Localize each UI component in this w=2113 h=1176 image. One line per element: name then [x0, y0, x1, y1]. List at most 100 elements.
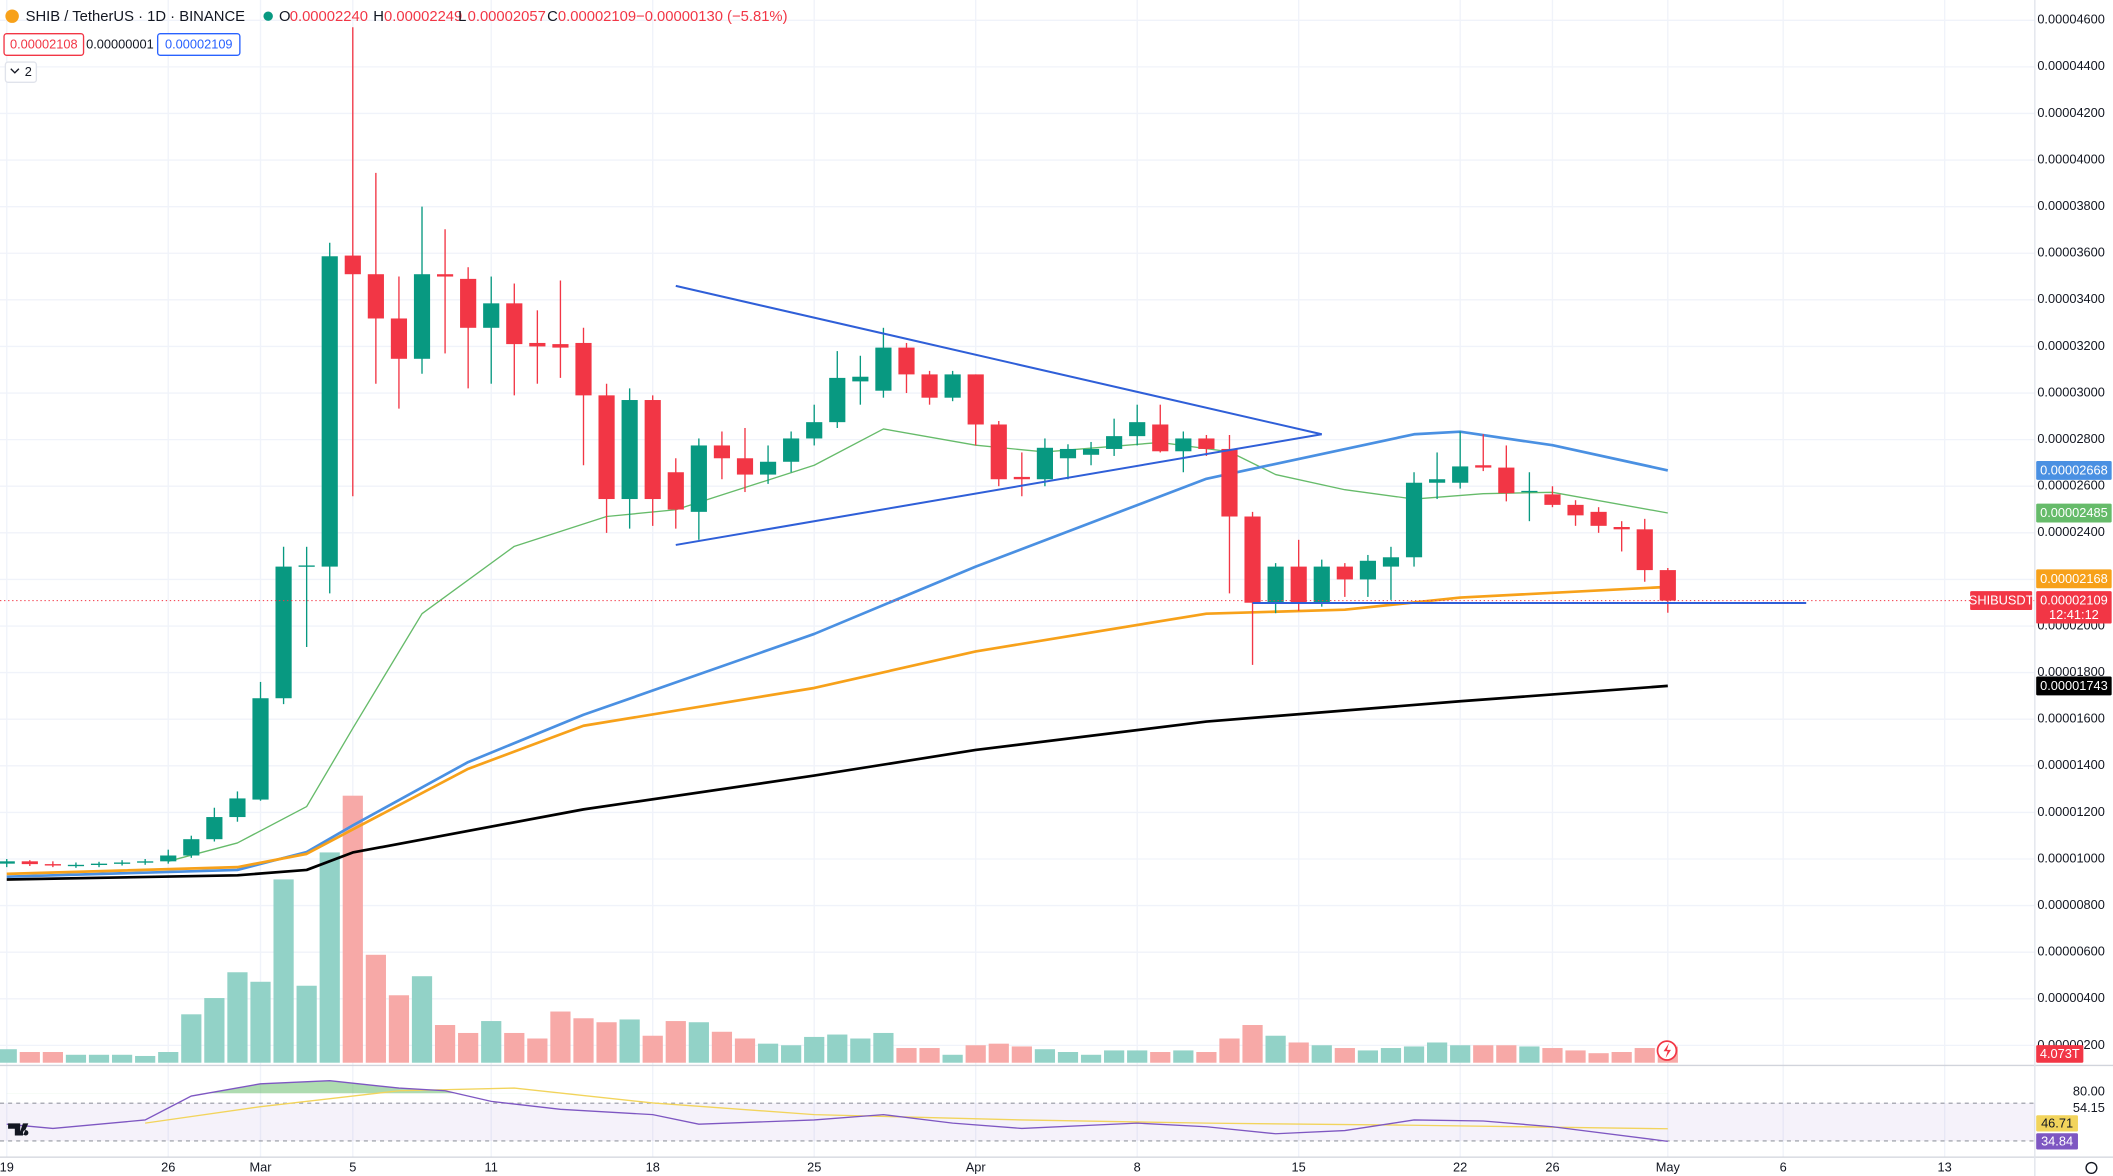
volume-bar [273, 879, 294, 1063]
chart-title: SHIB / TetherUS · 1D · BINANCE [26, 9, 246, 25]
y-tick-label: 0.00002800 [2037, 431, 2105, 446]
volume-bar [1057, 1052, 1079, 1063]
y-tick-label: 0.00003000 [2037, 384, 2105, 399]
x-tick-label: Mar [249, 1159, 272, 1174]
candle-body [1290, 566, 1307, 603]
volume-bar [896, 1048, 917, 1063]
settings-icon[interactable] [2085, 1161, 2098, 1174]
candle-body [944, 374, 961, 398]
ohlc-label: C [547, 9, 558, 25]
candle-body [0, 861, 15, 864]
volume-bar [781, 1045, 802, 1063]
volume-bar [504, 1032, 525, 1063]
volume-bar [181, 1014, 202, 1063]
ma-value-label: 0.00002485 [2040, 505, 2108, 520]
y-tick-label: 0.00004200 [2037, 105, 2105, 120]
candle-body [1013, 476, 1030, 480]
volume-bar [1357, 1050, 1379, 1063]
candle-body [413, 274, 431, 359]
candle-body [644, 400, 661, 500]
sell-button[interactable] [3, 33, 85, 56]
symbol-box [1970, 591, 2033, 611]
ma-value-box [2036, 460, 2112, 480]
volume-bar [42, 1052, 63, 1063]
volume-bar [734, 1038, 756, 1063]
ma-value-label: 0.00001743 [2040, 678, 2108, 693]
candle-body [1313, 566, 1330, 603]
indicator-toggle[interactable] [4, 61, 38, 83]
y-tick-label: 0.00001400 [2037, 757, 2105, 772]
candle-body [298, 565, 315, 567]
volume-bar [388, 995, 410, 1063]
volume-bar [919, 1048, 940, 1063]
y-tick-label: 0.00004000 [2037, 151, 2105, 166]
volume-bar [827, 1034, 848, 1063]
volume-bar [1334, 1048, 1355, 1063]
candle-body [367, 274, 384, 319]
buy-price: 0.00002109 [165, 37, 233, 52]
moving-average [6, 684, 1668, 881]
candle-body [229, 798, 246, 818]
candle-body [875, 347, 892, 391]
rsi-value-label: 46.71 [2041, 1115, 2073, 1130]
volume-bar [88, 1054, 110, 1063]
volume-box [2036, 1045, 2084, 1063]
axis-labels: 0.00004600 0.00004400 0.00004200 0.00004000… [0, 12, 2112, 1174]
market-status[interactable] [263, 11, 273, 21]
y-tick-label: 0.00001000 [2037, 850, 2105, 865]
y-tick-label: 0.00003600 [2037, 245, 2105, 260]
rsi-layer [6, 1079, 1668, 1143]
volume-bar [1403, 1046, 1425, 1063]
spread: 0.00000001 [86, 37, 154, 52]
volume-bar [1034, 1049, 1056, 1063]
ohlc-label: H [373, 9, 384, 25]
volume-bar [1080, 1054, 1102, 1063]
rsi-value-label: 34.84 [2041, 1133, 2073, 1148]
rsi-value-box [2036, 1115, 2078, 1132]
volume-bar [19, 1052, 40, 1063]
volume-bar [1127, 1050, 1148, 1063]
volume-bar [873, 1032, 894, 1063]
buy-button[interactable] [156, 33, 241, 56]
candle-body [990, 424, 1007, 480]
y-tick-label: 0.00004600 [2037, 12, 2105, 27]
volume-bar [1288, 1042, 1309, 1063]
y-tick-label: 0.00004400 [2037, 58, 2105, 73]
candle-body [1567, 504, 1584, 516]
ma-value-box [2036, 569, 2112, 589]
moving-average [168, 428, 1668, 862]
ohlc-value: 0.00002109 [558, 9, 636, 25]
candle-body [1636, 529, 1653, 571]
candle-body [460, 278, 477, 328]
candle-body [829, 377, 846, 423]
y-tick-label: 0.00001800 [2037, 664, 2105, 679]
x-tick-label: 15 [1292, 1159, 1306, 1174]
ohlc-value: 0.00002240 [290, 9, 368, 25]
candle-body [852, 376, 869, 382]
candle-body [759, 461, 777, 475]
candle-body [1221, 448, 1238, 517]
volume-bar [481, 1021, 502, 1063]
candle-body [1382, 557, 1400, 567]
candle-body [598, 395, 615, 500]
price-label: 0.00002109 [2040, 593, 2108, 608]
candle-body [90, 863, 108, 866]
x-tick-label: 26 [1545, 1159, 1559, 1174]
candle-body [1429, 479, 1446, 483]
candle-body [506, 303, 523, 345]
x-tick-label: Apr [966, 1159, 987, 1174]
countdown: 12:41:12 [2049, 607, 2099, 622]
volume-bar [1380, 1048, 1402, 1063]
candle-body [1498, 467, 1515, 494]
candle-body [1613, 526, 1630, 530]
x-tick-label: 18 [646, 1159, 660, 1174]
candle-body [183, 839, 200, 856]
candle-body [1452, 466, 1469, 483]
volume-bar [988, 1043, 1009, 1063]
volume-layer [0, 795, 1678, 1063]
change: −0.00000130 (−5.81%) [636, 9, 788, 25]
ma-value-box [2036, 676, 2112, 696]
y-tick-label: 0.00002600 [2037, 478, 2105, 493]
